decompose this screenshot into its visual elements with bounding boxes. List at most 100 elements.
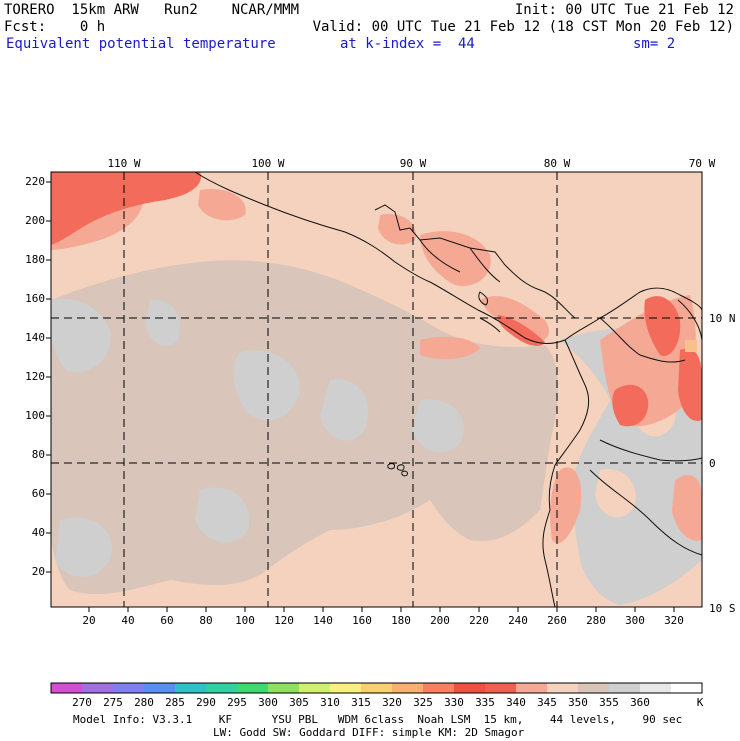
left-tick: 80 bbox=[31, 448, 45, 461]
left-tick: 40 bbox=[31, 526, 45, 539]
colorbar-label: 280 bbox=[134, 696, 154, 709]
field-330-patch bbox=[612, 384, 649, 427]
left-tick: 200 bbox=[25, 214, 45, 227]
field-name: Equivalent potential temperature bbox=[6, 36, 276, 52]
colorbar-swatch bbox=[144, 683, 176, 693]
model-title: TORERO 15km ARW Run2 NCAR/MMM bbox=[4, 2, 300, 18]
colorbar-swatch bbox=[237, 683, 269, 693]
left-tick: 60 bbox=[31, 487, 45, 500]
field-350-patch bbox=[55, 517, 112, 577]
colorbar-swatch bbox=[454, 683, 486, 693]
colorbar-label: 345 bbox=[537, 696, 557, 709]
coastlines bbox=[194, 172, 702, 607]
colorbar-swatch bbox=[361, 683, 393, 693]
colorbar-label: 315 bbox=[351, 696, 371, 709]
colorbar-swatch bbox=[113, 683, 145, 693]
left-tick: 20 bbox=[31, 565, 45, 578]
left-tick: 180 bbox=[25, 253, 45, 266]
colorbar-label: 320 bbox=[382, 696, 402, 709]
field-335-patch bbox=[420, 336, 480, 360]
colorbar-swatch bbox=[547, 683, 579, 693]
colorbar-label: 285 bbox=[165, 696, 185, 709]
lon-label-80w: 80 W bbox=[543, 157, 571, 170]
lon-label-70w: 70 W bbox=[688, 157, 716, 170]
lat-label-10n: 10 N bbox=[709, 312, 736, 325]
frame-ticks bbox=[46, 181, 675, 612]
colorbar-frame bbox=[50, 682, 703, 694]
field-350-patch bbox=[320, 379, 369, 441]
colorbar-label: 275 bbox=[103, 696, 123, 709]
bottom-tick: 20 bbox=[82, 614, 96, 627]
left-tick: 120 bbox=[25, 370, 45, 383]
field-350-patch bbox=[51, 298, 111, 373]
field-350-patch bbox=[412, 399, 464, 453]
colorbar-swatch bbox=[82, 683, 114, 693]
bottom-tick: 160 bbox=[352, 614, 372, 627]
bottom-tick: 220 bbox=[469, 614, 489, 627]
level-info: at k-index = 44 bbox=[340, 36, 475, 52]
field-320-spot bbox=[685, 340, 697, 352]
physics-info: LW: Godd SW: Goddard DIFF: simple KM: 2D… bbox=[213, 726, 525, 739]
colorbar-swatch bbox=[51, 683, 83, 693]
field-335-patch bbox=[480, 296, 550, 342]
colorbar-swatch bbox=[175, 683, 207, 693]
colorbar-swatch bbox=[640, 683, 672, 693]
left-tick: 220 bbox=[25, 175, 45, 188]
bottom-tick: 260 bbox=[547, 614, 567, 627]
colorbar-label: 310 bbox=[320, 696, 340, 709]
colorbar-label: 270 bbox=[72, 696, 92, 709]
colorbar-swatch bbox=[609, 683, 641, 693]
field-340-land bbox=[595, 469, 636, 518]
valid-time: Valid: 00 UTC Tue 21 Feb 12 (18 CST Mon … bbox=[312, 19, 734, 35]
field-350-patch bbox=[145, 299, 181, 346]
field-335-patch bbox=[550, 467, 582, 544]
bottom-tick: 60 bbox=[160, 614, 174, 627]
field-335-patch bbox=[198, 189, 246, 221]
colorbar-label: 295 bbox=[227, 696, 247, 709]
left-tick: 140 bbox=[25, 331, 45, 344]
field-350-patch bbox=[195, 487, 250, 543]
bottom-tick: 240 bbox=[508, 614, 528, 627]
bottom-tick: 280 bbox=[586, 614, 606, 627]
field-330-patch bbox=[644, 296, 681, 356]
lon-label-90w: 90 W bbox=[399, 157, 427, 170]
colorbar-label: 335 bbox=[475, 696, 495, 709]
colorbar-label: 355 bbox=[599, 696, 619, 709]
init-time: Init: 00 UTC Tue 21 Feb 12 bbox=[514, 2, 734, 18]
bottom-tick: 320 bbox=[664, 614, 684, 627]
bottom-tick: 80 bbox=[199, 614, 213, 627]
colorbar-swatch bbox=[268, 683, 300, 693]
field-335-patch bbox=[378, 213, 416, 245]
lon-label-100w: 100 W bbox=[251, 157, 285, 170]
colorbar-unit: K bbox=[697, 696, 704, 709]
colorbar-label: 350 bbox=[568, 696, 588, 709]
colorbar-swatch bbox=[516, 683, 548, 693]
bottom-tick: 180 bbox=[391, 614, 411, 627]
field-350-patch bbox=[233, 350, 300, 421]
smoothing-info: sm= 2 bbox=[633, 36, 676, 52]
field-335-patch bbox=[420, 231, 491, 286]
field-330-patch bbox=[497, 315, 545, 346]
colorbar-label: 305 bbox=[289, 696, 309, 709]
colorbar: 270 275 280 285 290 295 300 305 310 315 320 325 330 3… bbox=[50, 682, 704, 709]
colorbar-label: 360 bbox=[630, 696, 650, 709]
colorbar-swatch bbox=[423, 683, 455, 693]
colorbar-swatch bbox=[578, 683, 610, 693]
field-335-patch bbox=[672, 475, 702, 541]
left-tick: 100 bbox=[25, 409, 45, 422]
colorbar-swatch bbox=[206, 683, 238, 693]
bottom-tick: 200 bbox=[430, 614, 450, 627]
map-frame bbox=[50, 171, 703, 608]
colorbar-swatch bbox=[485, 683, 517, 693]
colorbar-label: 325 bbox=[413, 696, 433, 709]
colorbar-swatch bbox=[330, 683, 362, 693]
bottom-tick: 300 bbox=[625, 614, 645, 627]
lat-label-0: 0 bbox=[709, 457, 716, 470]
colorbar-swatch bbox=[671, 683, 703, 693]
lon-label-110w: 110 W bbox=[107, 157, 141, 170]
graticule bbox=[51, 172, 702, 607]
bottom-tick: 120 bbox=[274, 614, 294, 627]
colorbar-swatch bbox=[392, 683, 424, 693]
colorbar-label: 340 bbox=[506, 696, 526, 709]
